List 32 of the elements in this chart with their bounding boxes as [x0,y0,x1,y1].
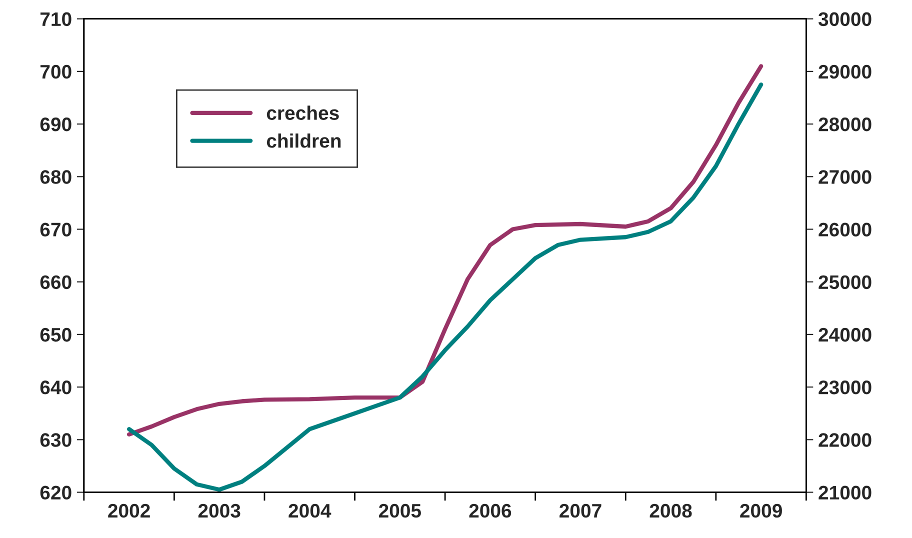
y2-tick-label: 23000 [818,380,872,394]
y2-tick-label: 27000 [818,170,872,184]
y-tick-label: 630 [40,433,72,447]
y-tick-label: 670 [40,222,72,236]
y2-tick-label: 24000 [818,328,872,342]
x-tick-label: 2003 [198,504,240,518]
y2-tick-label: 29000 [818,64,872,79]
y2-tick-label: 30000 [818,12,872,26]
legend-label: creches [266,106,339,120]
y-tick-label: 690 [40,118,72,132]
y2-tick-label: 25000 [818,275,872,290]
line-series [126,64,764,436]
y-tick-label: 680 [40,170,72,184]
y2-tick-label: 22000 [818,433,872,447]
x-tick-label: 2006 [469,504,512,518]
y-tick-label: 710 [40,12,72,26]
y-tick-label: 650 [40,328,72,342]
x-tick-label: 2009 [740,504,782,518]
y2-tick-label: 28000 [818,118,872,132]
legend-label: children [266,134,341,148]
y-tick-label: 620 [40,486,72,500]
x-tick-label: 2005 [378,504,421,518]
x-tick-label: 2004 [288,504,332,518]
y-tick-label: 640 [40,380,72,394]
x-tick-label: 2008 [650,504,692,518]
y2-tick-label: 21000 [818,486,872,500]
x-tick-label: 2002 [108,504,150,518]
y2-tick-label: 26000 [818,222,872,236]
line-series [126,82,764,492]
y-tick-label: 700 [40,64,72,79]
y-tick-label: 660 [40,275,72,290]
x-tick-label: 2007 [560,504,602,518]
